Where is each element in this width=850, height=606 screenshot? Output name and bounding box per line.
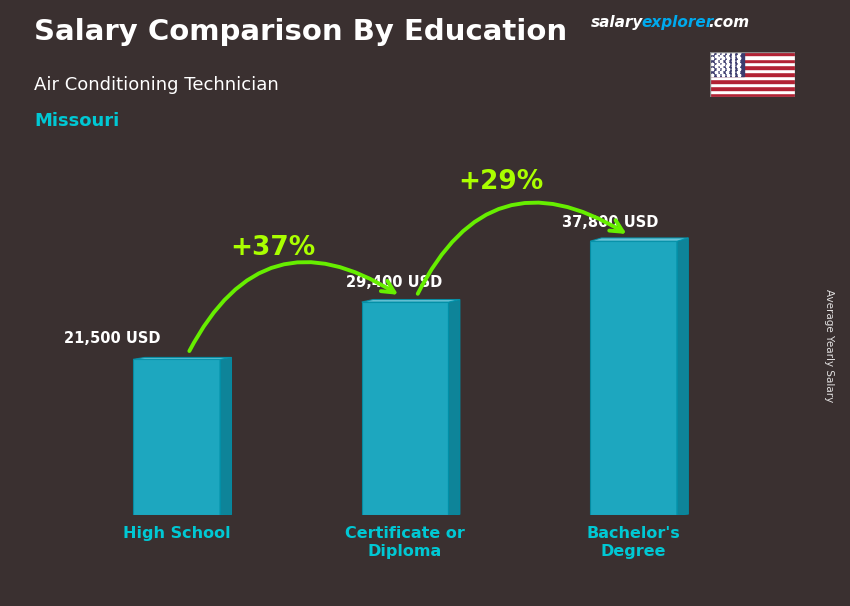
- Bar: [710, 76, 795, 79]
- Polygon shape: [361, 299, 460, 302]
- Bar: [710, 87, 795, 90]
- Bar: [710, 62, 795, 65]
- Bar: [710, 83, 795, 87]
- Text: explorer: explorer: [642, 15, 714, 30]
- Bar: [710, 73, 795, 76]
- Text: 29,400 USD: 29,400 USD: [346, 276, 442, 290]
- Polygon shape: [133, 359, 220, 515]
- Bar: [710, 59, 795, 62]
- Polygon shape: [220, 358, 231, 515]
- Polygon shape: [677, 238, 688, 515]
- Text: .com: .com: [708, 15, 749, 30]
- Text: +29%: +29%: [458, 169, 544, 195]
- Text: salary: salary: [591, 15, 643, 30]
- Text: Air Conditioning Technician: Air Conditioning Technician: [34, 76, 279, 94]
- Bar: [710, 52, 744, 76]
- Polygon shape: [590, 238, 689, 241]
- Text: Missouri: Missouri: [34, 112, 119, 130]
- Bar: [710, 52, 795, 55]
- Text: Average Yearly Salary: Average Yearly Salary: [824, 289, 834, 402]
- Text: 21,500 USD: 21,500 USD: [65, 331, 161, 346]
- Polygon shape: [133, 358, 231, 359]
- Text: 37,800 USD: 37,800 USD: [563, 215, 659, 230]
- Bar: [710, 90, 795, 93]
- Polygon shape: [361, 302, 449, 515]
- Text: Salary Comparison By Education: Salary Comparison By Education: [34, 18, 567, 46]
- Bar: [710, 79, 795, 83]
- Bar: [710, 93, 795, 97]
- Polygon shape: [449, 299, 460, 515]
- Bar: [710, 65, 795, 69]
- Text: +37%: +37%: [230, 235, 315, 261]
- Bar: [710, 55, 795, 59]
- Bar: [710, 69, 795, 73]
- Polygon shape: [590, 241, 677, 515]
